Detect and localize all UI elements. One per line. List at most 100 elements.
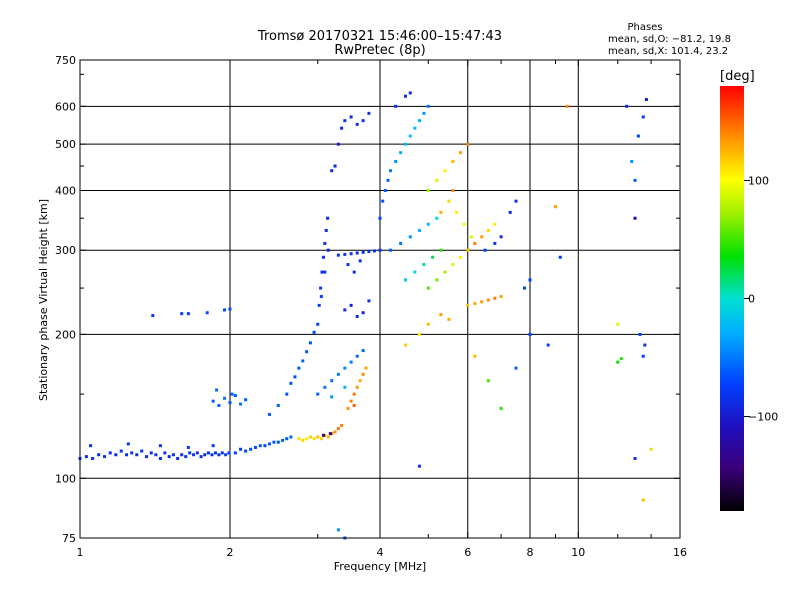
- data-point: [276, 440, 280, 444]
- x-axis-label: Frequency [MHz]: [334, 560, 426, 573]
- data-point: [641, 354, 645, 358]
- data-point: [361, 372, 365, 376]
- data-point: [320, 270, 324, 274]
- data-point: [140, 449, 144, 453]
- data-point: [135, 453, 139, 457]
- data-point: [447, 199, 451, 203]
- data-point: [473, 354, 477, 358]
- data-point: [258, 444, 262, 448]
- data-point: [636, 134, 640, 138]
- data-point: [458, 151, 462, 155]
- data-point: [480, 300, 484, 304]
- data-point: [301, 359, 305, 363]
- x-tick-label: 10: [571, 546, 585, 559]
- data-point: [473, 241, 477, 245]
- data-point: [462, 222, 466, 226]
- colorbar-tick-label: 100: [748, 174, 769, 187]
- data-point: [323, 385, 327, 389]
- data-point: [367, 250, 371, 254]
- data-point: [126, 442, 130, 446]
- colorbar-label: [deg]: [720, 69, 755, 84]
- data-point: [103, 455, 107, 459]
- x-tick-label: 6: [464, 546, 471, 559]
- data-point: [223, 308, 227, 312]
- data-point: [361, 119, 365, 123]
- data-point: [499, 295, 503, 299]
- y-tick-label: 600: [55, 100, 76, 113]
- data-point: [641, 115, 645, 119]
- data-point: [206, 451, 210, 455]
- data-point: [455, 210, 459, 214]
- data-point: [352, 270, 356, 274]
- data-point: [399, 241, 403, 245]
- data-point: [553, 205, 557, 209]
- data-point: [203, 453, 207, 457]
- y-tick-label: 300: [55, 244, 76, 257]
- data-point: [228, 307, 232, 311]
- data-point: [108, 451, 112, 455]
- data-point: [443, 169, 447, 173]
- data-point: [233, 393, 237, 397]
- y-tick-label: 200: [55, 328, 76, 341]
- data-point: [343, 385, 347, 389]
- data-point: [199, 455, 203, 459]
- phases-heading: Phases: [627, 22, 662, 33]
- data-point: [466, 248, 470, 252]
- data-point: [180, 312, 184, 316]
- data-point: [312, 437, 316, 441]
- data-point: [213, 451, 217, 455]
- data-points: [78, 91, 653, 540]
- data-point: [217, 403, 221, 407]
- data-point: [151, 314, 155, 318]
- data-point: [272, 440, 276, 444]
- data-point: [386, 178, 390, 182]
- data-point: [239, 447, 243, 451]
- data-point: [435, 178, 439, 182]
- data-point: [367, 111, 371, 115]
- data-point: [633, 216, 637, 220]
- data-point: [171, 453, 175, 457]
- x-tick-label: 2: [227, 546, 234, 559]
- data-point: [89, 444, 93, 448]
- data-point: [163, 451, 167, 455]
- data-point: [641, 498, 645, 502]
- data-point: [422, 263, 426, 267]
- data-point: [285, 437, 289, 441]
- data-point: [408, 134, 412, 138]
- data-point: [319, 295, 323, 299]
- data-point: [364, 366, 368, 370]
- data-point: [373, 249, 377, 253]
- data-point: [323, 241, 327, 245]
- data-point: [431, 255, 435, 259]
- data-point: [558, 255, 562, 259]
- y-axis-label: Stationary phase Virtual Height [km]: [37, 199, 50, 401]
- data-point: [493, 296, 497, 300]
- data-point: [343, 119, 347, 123]
- data-point: [528, 332, 532, 336]
- data-point: [333, 164, 337, 168]
- data-point: [285, 392, 289, 396]
- data-point: [417, 464, 421, 468]
- data-point: [644, 98, 648, 102]
- data-point: [439, 210, 443, 214]
- data-point: [211, 444, 215, 448]
- data-point: [308, 341, 312, 345]
- data-point: [451, 263, 455, 267]
- data-point: [130, 451, 134, 455]
- data-point: [343, 308, 347, 312]
- data-point: [352, 392, 356, 396]
- data-point: [458, 255, 462, 259]
- data-point: [499, 406, 503, 410]
- data-point: [176, 456, 180, 460]
- data-point: [211, 399, 215, 403]
- data-point: [217, 453, 221, 457]
- data-point: [223, 396, 227, 400]
- data-point: [483, 248, 487, 252]
- data-point: [267, 412, 271, 416]
- data-point: [228, 401, 232, 405]
- data-point: [480, 235, 484, 239]
- data-point: [447, 317, 451, 321]
- data-point: [403, 343, 407, 347]
- data-point: [389, 169, 393, 173]
- data-point: [340, 126, 344, 130]
